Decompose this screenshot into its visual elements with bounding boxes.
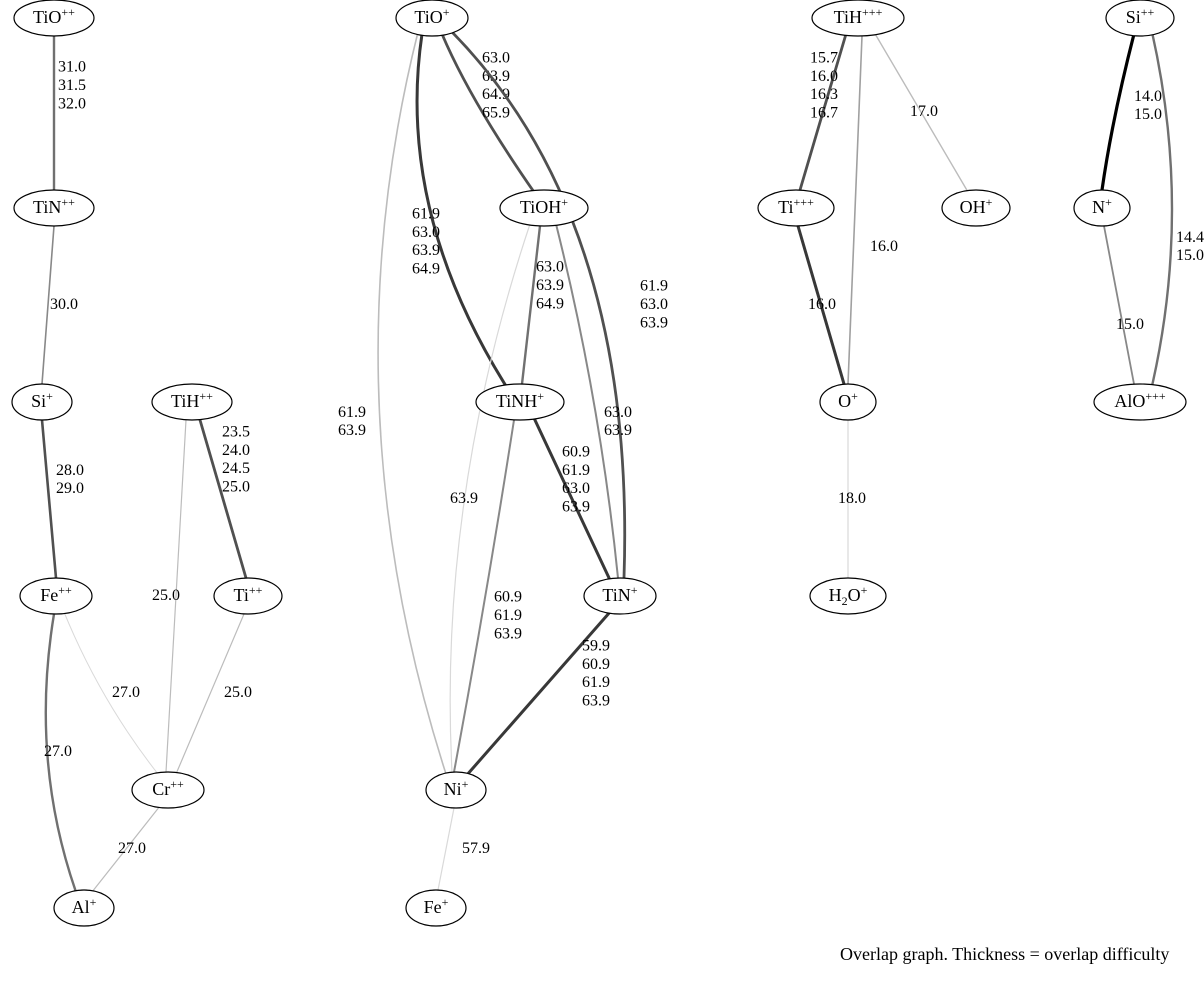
edge-label-O1p-H2O1p: 18.0: [838, 490, 866, 507]
edge-label-Ni1p-Fe1p: 57.9: [462, 840, 490, 857]
edge-TiH3p-O1p: [848, 36, 862, 384]
edge-TiOH1p-TiN1p: [556, 224, 618, 578]
node-label-TiNH1p: TiNH+: [496, 389, 544, 411]
edge-label-TiH3p-OH1p: 17.0: [910, 103, 938, 120]
edge-label-Fe2p-Cr2p: 27.0: [112, 684, 140, 701]
edge-Fe2p-Cr2p: [64, 612, 158, 774]
edge-Si2p-AlO3p: [1152, 32, 1172, 386]
edge-label-TiOH1p-TiNH1p: 63.063.964.9: [536, 258, 564, 312]
edge-label-TiN2p-Si1p: 30.0: [50, 296, 78, 313]
edges-layer: 31.031.532.0 30.0 28.029.0 27.0 27.0 27.0 23.5…: [42, 32, 1204, 892]
edge-label-TiOH1p-TiN1p: 63.063.9: [604, 403, 632, 438]
edge-Si1p-Fe2p: [42, 420, 56, 578]
edge-label-TiO1p-TiN1p: 61.963.063.9: [640, 277, 668, 331]
edge-label-TiO1p-TiNH1p: 61.963.063.964.9: [412, 205, 440, 277]
edge-label-Ti2p-Cr2p: 25.0: [224, 684, 252, 701]
edge-label-TiN1p-Ni1p: 59.960.961.963.9: [582, 637, 610, 709]
edge-label-Cr2p-Al1p: 27.0: [118, 840, 146, 857]
edge-label-TiO1p-Ni1p: 61.963.9: [338, 403, 366, 438]
edge-label-Si2p-N1p: 14.015.0: [1134, 87, 1162, 122]
edge-label-Fe2p-Al1p: 27.0: [44, 743, 72, 760]
edge-N1p-AlO3p: [1104, 226, 1134, 384]
edge-label-TiNH1p-Ni1p: 60.961.963.9: [494, 588, 522, 642]
edge-label-Si1p-Fe2p: 28.029.0: [56, 461, 84, 496]
edge-TiO1p-Ni1p: [378, 32, 446, 774]
caption: Overlap graph. Thickness = overlap diffi…: [840, 944, 1169, 964]
node-label-TiOH1p: TiOH+: [520, 195, 568, 217]
edge-Ni1p-Fe1p: [438, 808, 454, 890]
edge-label-N1p-AlO3p: 15.0: [1116, 316, 1144, 333]
edge-label-TiH3p-Ti3p: 15.716.016.316.7: [810, 49, 838, 121]
edge-label-Si2p-AlO3p: 14.415.0: [1176, 228, 1204, 263]
edge-label-TiH2p-Cr2p: 25.0: [152, 587, 180, 604]
edge-label-TiNH1p-TiN1p: 60.961.963.063.9: [562, 443, 590, 515]
edge-label-TiH2p-Ti2p: 23.524.024.525.0: [222, 423, 250, 495]
edge-label-TiH3p-O1p: 16.0: [870, 238, 898, 255]
edge-label-TiOH1p-Ni1p: 63.9: [450, 490, 478, 507]
overlap-graph: 31.031.532.0 30.0 28.029.0 27.0 27.0 27.0 23.5…: [0, 0, 1204, 981]
edge-Si2p-N1p: [1102, 34, 1134, 190]
edge-label-Ti3p-O1p: 16.0: [808, 296, 836, 313]
nodes-layer: TiO++TiN++Si+Fe++Al+TiH++Ti++Cr++TiO+TiO…: [12, 0, 1186, 926]
edge-label-TiO2p-TiN2p: 31.031.532.0: [58, 58, 86, 112]
